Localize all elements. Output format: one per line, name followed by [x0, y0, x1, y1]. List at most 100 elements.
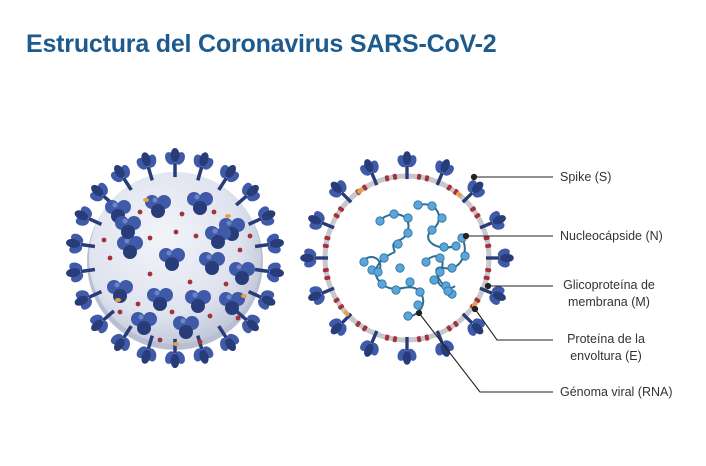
membrane-protein: [137, 209, 143, 215]
membrane-protein: [187, 279, 193, 285]
membrane-protein: [207, 313, 213, 319]
membrane-protein: [179, 211, 185, 217]
membrane-protein: [157, 337, 163, 343]
membrane-protein: [416, 334, 430, 343]
spike-protein: [329, 312, 353, 336]
spike-protein: [185, 290, 211, 313]
envelope-protein: [241, 294, 247, 298]
leader-dot-spike: [470, 173, 478, 181]
envelope-protein: [225, 214, 231, 218]
nucleocapsid-protein: [395, 263, 405, 273]
leader-dot-nucleocapsid: [462, 232, 470, 240]
nucleocapsid-protein: [447, 263, 457, 273]
nucleocapsid-protein: [405, 277, 415, 287]
membrane-protein: [147, 235, 153, 241]
spike-protein: [136, 152, 157, 181]
membrane-protein: [197, 339, 203, 345]
nucleocapsid-protein: [429, 275, 439, 285]
spike-protein: [205, 226, 231, 249]
nucleocapsid-protein: [393, 239, 403, 249]
nucleocapsid-protein: [377, 279, 387, 289]
virion-3d-illustration: [66, 147, 284, 369]
label-envelope: Proteína de la envoltura (E): [556, 331, 656, 365]
nucleocapsid-protein: [437, 213, 447, 223]
nucleocapsid-protein: [359, 257, 369, 267]
rna-genome: [359, 200, 470, 321]
nucleocapsid-protein: [389, 209, 399, 219]
envelope-protein: [455, 191, 463, 198]
envelope-protein: [115, 298, 121, 302]
leader-line-envelope: [474, 308, 553, 341]
membrane-protein: [237, 247, 243, 253]
spike-protein: [74, 206, 103, 226]
leader-dot-genome: [415, 309, 423, 317]
spike-protein: [479, 286, 506, 305]
label-envelope-line1: Proteína de la: [567, 332, 645, 346]
nucleocapsid-protein: [391, 285, 401, 295]
spike-protein: [131, 312, 157, 335]
nucleocapsid-protein: [460, 251, 470, 261]
spike-protein: [147, 288, 173, 311]
spike-protein: [254, 262, 284, 283]
spike-protein: [187, 192, 213, 215]
membrane-protein: [322, 235, 331, 249]
spike-protein: [145, 195, 171, 218]
label-membrane-line1: Glicoproteína de: [563, 278, 655, 292]
nucleocapsid-protein: [443, 286, 453, 296]
label-envelope-line2: envoltura (E): [570, 349, 642, 363]
spike-protein: [254, 233, 284, 254]
spike-protein: [115, 216, 141, 239]
nucleocapsid-protein: [435, 267, 445, 277]
envelope-protein: [471, 301, 478, 308]
spike-protein: [66, 233, 96, 254]
nucleocapsid-protein: [379, 253, 389, 263]
label-membrane: Glicoproteína de membrana (M): [548, 277, 670, 311]
membrane-protein: [223, 281, 229, 287]
membrane-protein: [483, 267, 492, 281]
spike-protein: [217, 325, 240, 352]
envelope-protein: [173, 342, 179, 346]
membrane-protein: [322, 267, 331, 281]
nucleocapsid-protein: [427, 225, 437, 235]
spike-protein: [485, 248, 514, 268]
membrane-protein: [333, 206, 345, 219]
label-membrane-line2: membrana (M): [568, 295, 650, 309]
nucleocapsid-protein: [403, 213, 413, 223]
label-spike: Spike (S): [560, 170, 612, 184]
membrane-protein: [235, 315, 241, 321]
spike-protein: [461, 312, 485, 336]
spike-protein: [329, 180, 353, 204]
membrane-protein: [446, 320, 459, 332]
spike-protein: [435, 330, 454, 357]
spike-protein: [90, 309, 116, 334]
leader-lines: [415, 173, 553, 393]
spike-protein: [66, 262, 96, 283]
spike-protein: [165, 338, 185, 369]
spike-protein: [308, 286, 335, 305]
membrane-protein: [135, 301, 141, 307]
spike-protein: [117, 236, 143, 259]
nucleocapsid-protein: [427, 201, 437, 211]
nucleocapsid-protein: [415, 287, 425, 297]
membrane-protein: [247, 233, 253, 239]
spike-protein: [136, 335, 157, 364]
membrane-protein: [211, 209, 217, 215]
nucleocapsid-protein: [451, 241, 461, 251]
nucleocapsid-protein: [403, 228, 413, 238]
membrane-protein: [384, 173, 398, 182]
spike-protein: [219, 292, 245, 315]
spike-protein: [247, 206, 276, 226]
spike-protein: [247, 290, 276, 310]
spike-protein: [193, 152, 214, 181]
membrane-protein: [107, 255, 113, 261]
membrane-protein: [169, 309, 175, 315]
membrane-protein: [416, 173, 430, 182]
leader-dot-membrane: [484, 282, 492, 290]
leader-line-genome: [418, 312, 553, 393]
membrane-protein: [147, 271, 153, 277]
spike-protein: [300, 248, 329, 268]
spike-protein: [360, 159, 379, 186]
spike-protein: [110, 164, 133, 191]
spike-protein: [217, 164, 240, 191]
